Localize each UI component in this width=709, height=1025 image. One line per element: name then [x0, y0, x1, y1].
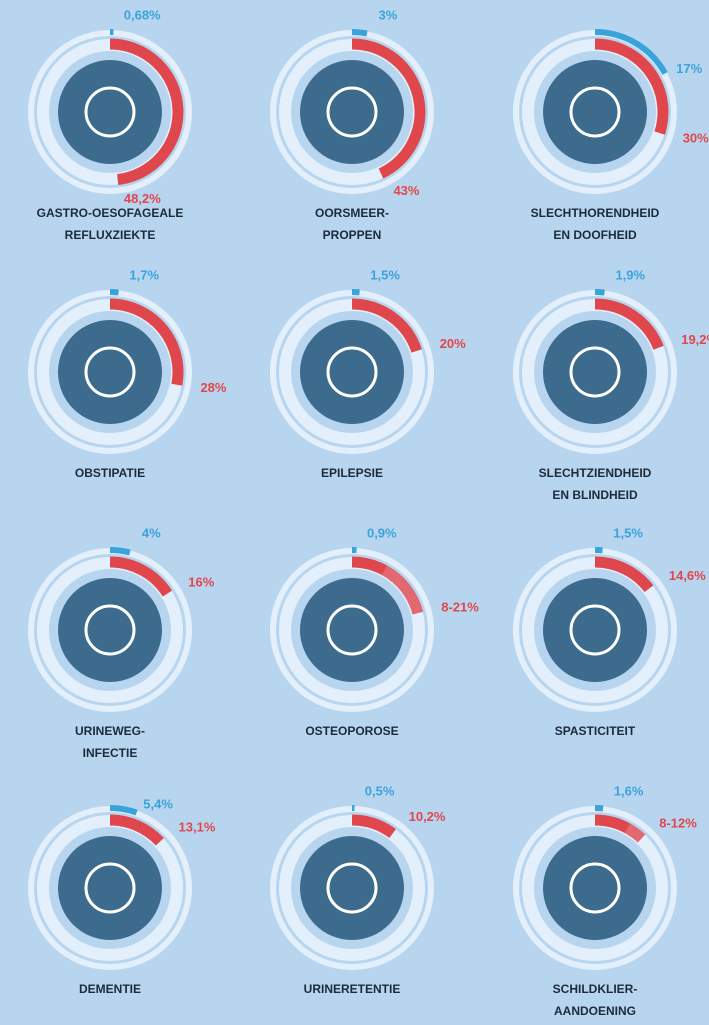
- item-title: URINERETENTIE: [304, 982, 401, 996]
- value-label: 1,7%: [129, 267, 159, 282]
- item-title: SPASTICITEIT: [555, 724, 636, 738]
- icon-disc: [543, 60, 647, 164]
- icon: [326, 346, 378, 398]
- item-title: AANDOENING: [554, 1004, 636, 1018]
- arc-segment: [109, 814, 164, 846]
- icon-disc: [543, 836, 647, 940]
- arc-segment: [109, 38, 184, 186]
- arc-segment: [594, 556, 654, 593]
- icon: [84, 604, 136, 656]
- icon-disc: [300, 60, 404, 164]
- item-title: GASTRO-OESOFAGEALE: [37, 206, 184, 220]
- icon: [326, 862, 378, 914]
- item-title: OBSTIPATIE: [75, 466, 145, 480]
- value-label: 43%: [393, 183, 419, 198]
- icon-disc: [58, 320, 162, 424]
- icon: [84, 86, 136, 138]
- radial-chart: 0,9% 8-21% OSTEOPOROSE: [270, 525, 479, 738]
- icon-disc: [543, 320, 647, 424]
- arc-segment: [351, 38, 426, 179]
- arc-segment: [109, 547, 131, 556]
- arc-segment: [109, 298, 184, 386]
- radial-chart: 1,7% 28% OBSTIPATIE: [28, 267, 227, 480]
- icon: [326, 86, 378, 138]
- value-label: 0,68%: [124, 7, 161, 22]
- arc-segment: [351, 814, 396, 839]
- radial-chart: 4% 16% URINEWEG- INFECTIE: [28, 525, 215, 760]
- value-label: 13,1%: [179, 820, 216, 835]
- arc-segment: [109, 556, 173, 597]
- arc-segment: [594, 29, 668, 75]
- item-title: EPILEPSIE: [321, 466, 383, 480]
- item-title: EN DOOFHEID: [553, 228, 637, 242]
- value-label: 16%: [188, 574, 214, 589]
- value-label: 1,9%: [615, 267, 645, 282]
- value-label: 8-12%: [659, 815, 697, 830]
- radial-chart: 0,5% 10,2% URINERETENTIE: [270, 783, 446, 996]
- value-label: 1,5%: [613, 525, 643, 540]
- radial-chart: 1,5% 14,6% SPASTICITEIT: [513, 525, 706, 738]
- icon: [84, 346, 136, 398]
- arc-segment: [624, 823, 646, 843]
- icon: [326, 604, 378, 656]
- radial-chart: 3% 43% OORSMEER- PROPPEN: [270, 7, 434, 242]
- radial-chart: 17% 30% SLECHTHORENDHEID EN DOOFHEID: [513, 29, 709, 242]
- item-title: URINEWEG-: [75, 724, 145, 738]
- icon-disc: [300, 320, 404, 424]
- icon: [569, 346, 621, 398]
- item-title: EN BLINDHEID: [552, 488, 638, 502]
- icon: [84, 862, 136, 914]
- value-label: 20%: [440, 336, 466, 351]
- arc-segment: [594, 38, 669, 135]
- value-label: 4%: [142, 525, 161, 540]
- arc-segment: [594, 814, 631, 834]
- value-label: 0,9%: [367, 525, 397, 540]
- value-label: 19,2%: [681, 332, 709, 347]
- item-title: SCHILDKLIER-: [553, 982, 638, 996]
- icon-disc: [58, 836, 162, 940]
- arc-segment: [351, 298, 422, 353]
- value-label: 48,2%: [124, 191, 161, 206]
- radial-chart: 0,68% 48,2%GASTRO-OESOFAGEALE REFLUXZIEKTE: [28, 7, 192, 242]
- value-label: 14,6%: [669, 568, 706, 583]
- item-title: DEMENTIE: [79, 982, 141, 996]
- value-label: 10,2%: [409, 809, 446, 824]
- radial-chart: 1,6% 8-12% SCHILDKLIER- AANDOENING: [513, 783, 697, 1018]
- arc-segment: [594, 289, 605, 296]
- icon-disc: [543, 578, 647, 682]
- item-title: PROPPEN: [323, 228, 382, 242]
- icon-disc: [300, 836, 404, 940]
- arc-segment: [351, 29, 368, 37]
- value-label: 3%: [378, 7, 397, 22]
- item-title: OSTEOPOROSE: [305, 724, 398, 738]
- arc-segment: [109, 805, 138, 816]
- value-label: 28%: [200, 380, 226, 395]
- value-label: 1,6%: [614, 783, 644, 798]
- item-title: SLECHTZIENDHEID: [539, 466, 652, 480]
- value-label: 30%: [683, 131, 709, 146]
- item-title: OORSMEER-: [315, 206, 389, 220]
- value-label: 5,4%: [143, 796, 173, 811]
- radial-chart: 1,9% 19,2% SLECHTZIENDHEID EN BLINDHEID: [513, 267, 709, 502]
- radial-chart: 1,5% 20% EPILEPSIE: [270, 267, 466, 480]
- arc-segment: [351, 556, 388, 576]
- icon: [569, 604, 621, 656]
- value-label: 1,5%: [370, 267, 400, 282]
- icon: [569, 862, 621, 914]
- icon-disc: [58, 60, 162, 164]
- radial-chart: 5,4% 13,1% DEMENTIE: [28, 796, 216, 996]
- value-label: 8-21%: [441, 600, 479, 615]
- item-title: SLECHTHORENDHEID: [531, 206, 660, 220]
- icon: [569, 86, 621, 138]
- item-title: INFECTIE: [83, 746, 138, 760]
- value-label: 17%: [676, 61, 702, 76]
- value-label: 0,5%: [365, 783, 395, 798]
- icon-disc: [300, 578, 404, 682]
- arc-segment: [594, 298, 664, 350]
- item-title: REFLUXZIEKTE: [65, 228, 156, 242]
- arc-segment: [381, 565, 424, 615]
- icon-disc: [58, 578, 162, 682]
